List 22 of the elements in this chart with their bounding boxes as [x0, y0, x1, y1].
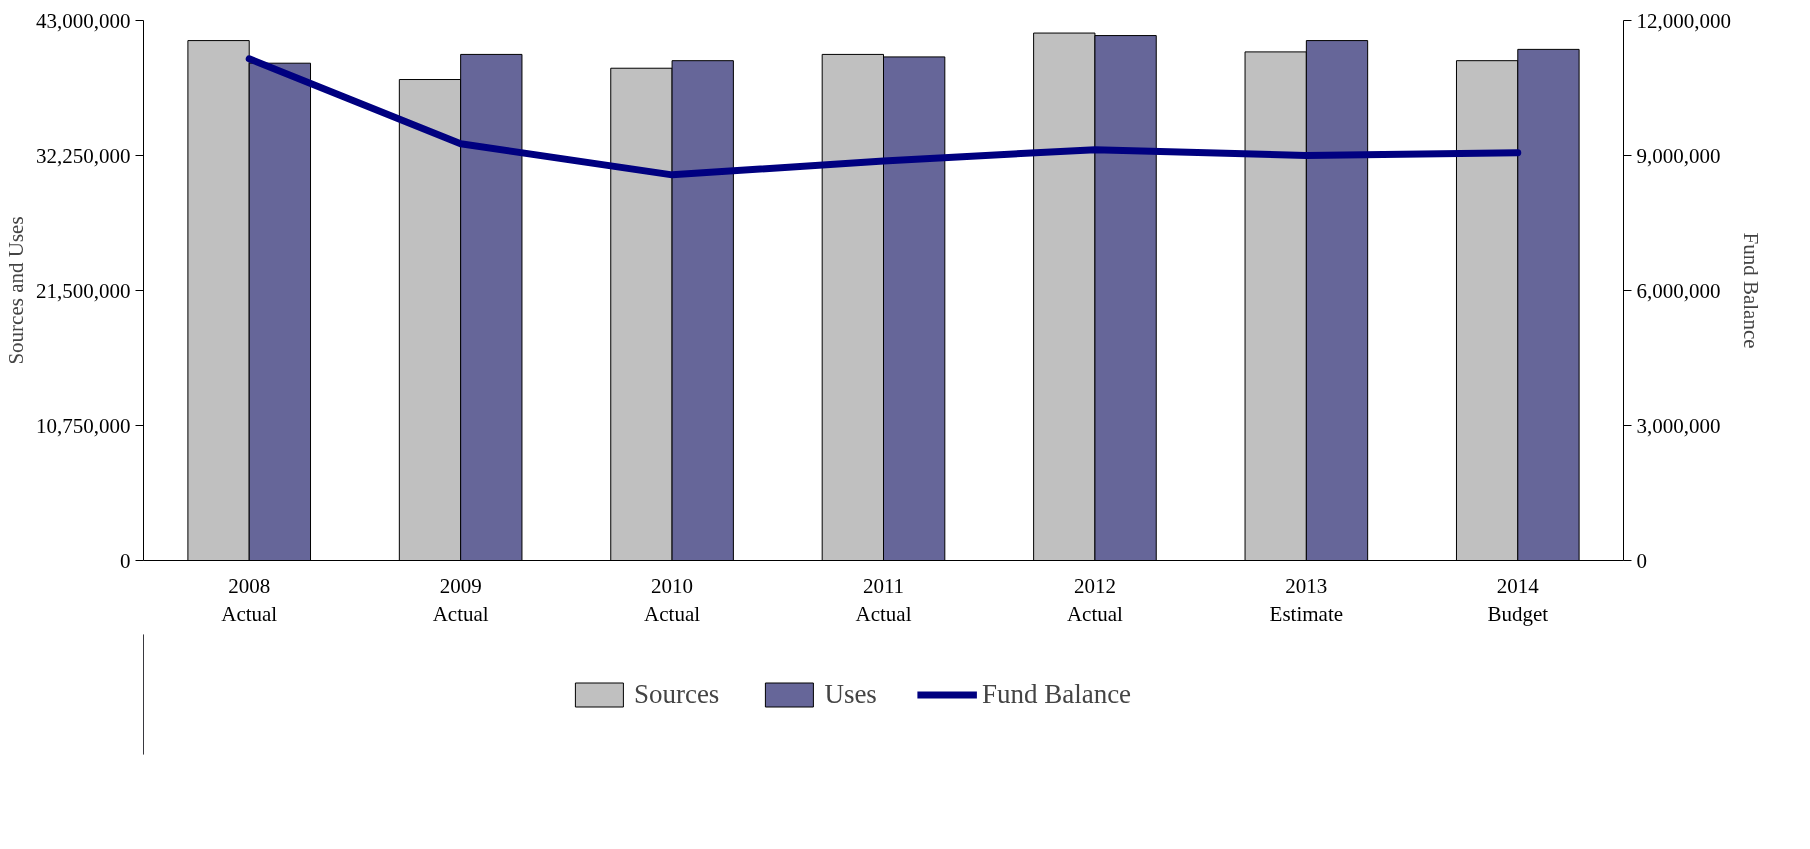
y-tick-label: 32,250,000: [36, 143, 131, 168]
x-tick-label: 2012 Actual: [1066, 573, 1124, 627]
x-tick-label: 2013 Estimate: [1269, 573, 1344, 627]
x-tick-label: 2011 Actual: [855, 573, 912, 627]
x-tick-label: 2009 Actual: [432, 573, 489, 627]
x-tick-label: 2010 Actual: [644, 573, 701, 627]
legend-label: Sources: [633, 678, 720, 710]
y-tick-label: 10,750,000: [36, 413, 131, 438]
y-tick-label: 21,500,000: [36, 278, 131, 303]
legend-label: Uses: [824, 678, 877, 710]
y2-tick-label: 3,000,000: [1636, 413, 1721, 438]
y2-tick-label: 9,000,000: [1636, 143, 1721, 168]
y-tick-label: 0: [120, 548, 131, 573]
y2-axis-title: Fund Balance: [1739, 232, 1763, 349]
y2-tick-label: 0: [1636, 548, 1647, 573]
x-tick-label: 2008 Actual: [221, 573, 278, 627]
y-axis-title: Sources and Uses: [4, 216, 28, 365]
x-tick-label: 2014 Budget: [1487, 573, 1549, 627]
y2-tick-label: 12,000,000: [1636, 8, 1731, 33]
legend-label: Fund Balance: [981, 678, 1132, 710]
y-tick-label: 43,000,000: [36, 8, 131, 33]
y2-tick-label: 6,000,000: [1636, 278, 1721, 303]
